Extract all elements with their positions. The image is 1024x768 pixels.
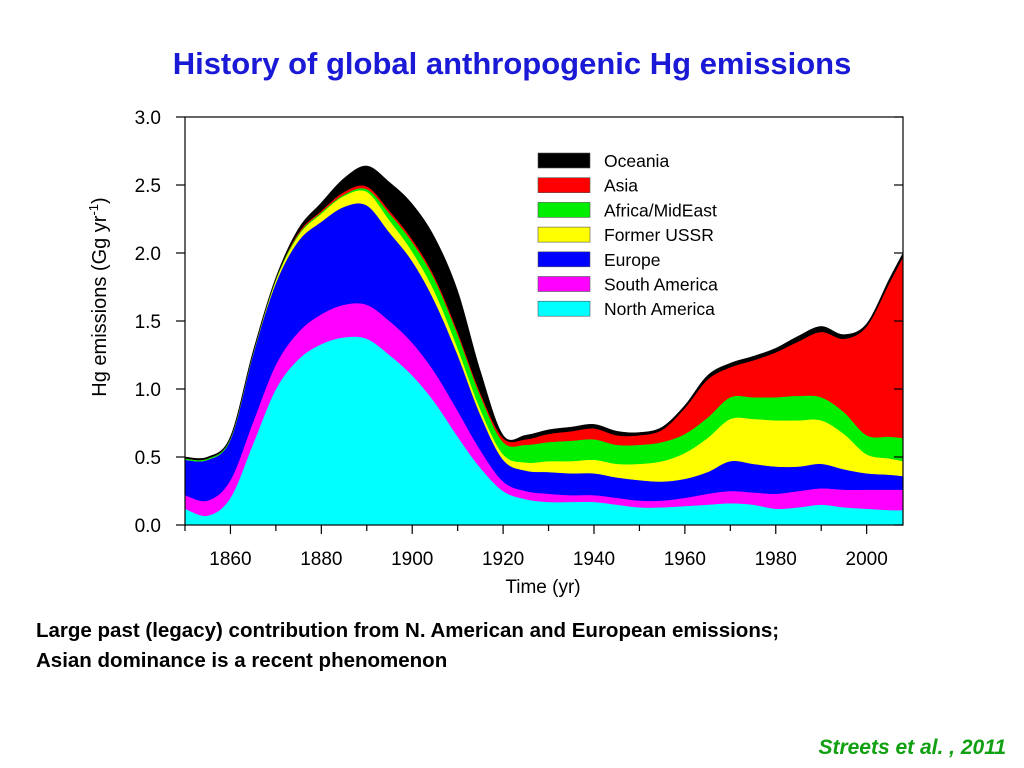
y-axis: 0.0 0.5 1.0 1.5 2.0 2.5 3.0 [135,108,903,537]
y-tick-label: 1.0 [135,380,161,401]
legend-swatch-asia [537,177,591,193]
legend-swatch-africa-mideast [537,202,591,218]
legend-swatch-europe [537,251,591,268]
legend-label-africa-mideast: Africa/MidEast [604,200,717,220]
legend-swatch-former-ussr [537,226,591,243]
legend-label-oceania: Oceania [604,151,669,171]
stacked-areas [184,165,904,526]
y-tick-label: 2.5 [135,176,161,197]
x-tick-label: 1900 [391,549,433,570]
legend-label-north-america: North America [604,299,715,319]
legend-label-former-ussr: Former USSR [604,225,714,245]
legend-label-europe: Europe [604,250,660,270]
x-tick-label: 2000 [846,549,888,570]
legend-label-asia: Asia [604,176,638,196]
x-tick-label: 1980 [755,549,797,570]
x-tick-label: 1920 [482,549,524,570]
legend-swatch-north-america [537,300,591,317]
caption: Large past (legacy) contribution from N.… [36,616,996,676]
y-tick-label: 0.0 [135,516,161,537]
legend-swatch-south-america [537,276,591,292]
citation: Streets et al. , 2011 [818,736,1006,759]
x-tick-label: 1960 [664,549,706,570]
x-axis-label: Time (yr) [505,577,580,598]
legend: Oceania Asia Africa/MidEast Former USSR Euro… [537,151,718,319]
x-tick-label: 1880 [300,549,342,570]
y-axis-label: Hg emissions (Gg yr-1) [86,197,111,396]
x-axis: 1860 1880 1900 1920 1940 1960 1980 2000 [184,525,888,570]
caption-line-1: Large past (legacy) contribution from N.… [36,619,780,642]
y-tick-label: 3.0 [135,108,161,129]
y-tick-label: 2.0 [135,244,161,265]
y-tick-label: 1.5 [135,312,161,333]
x-tick-label: 1940 [573,549,615,570]
slide-title: History of global anthropogenic Hg emiss… [172,46,852,81]
x-tick-label: 1860 [209,549,251,570]
caption-line-2: Asian dominance is a recent phenomenon [36,649,448,672]
legend-label-south-america: South America [604,275,718,295]
legend-swatch-oceania [537,152,591,169]
y-tick-label: 0.5 [135,448,161,469]
